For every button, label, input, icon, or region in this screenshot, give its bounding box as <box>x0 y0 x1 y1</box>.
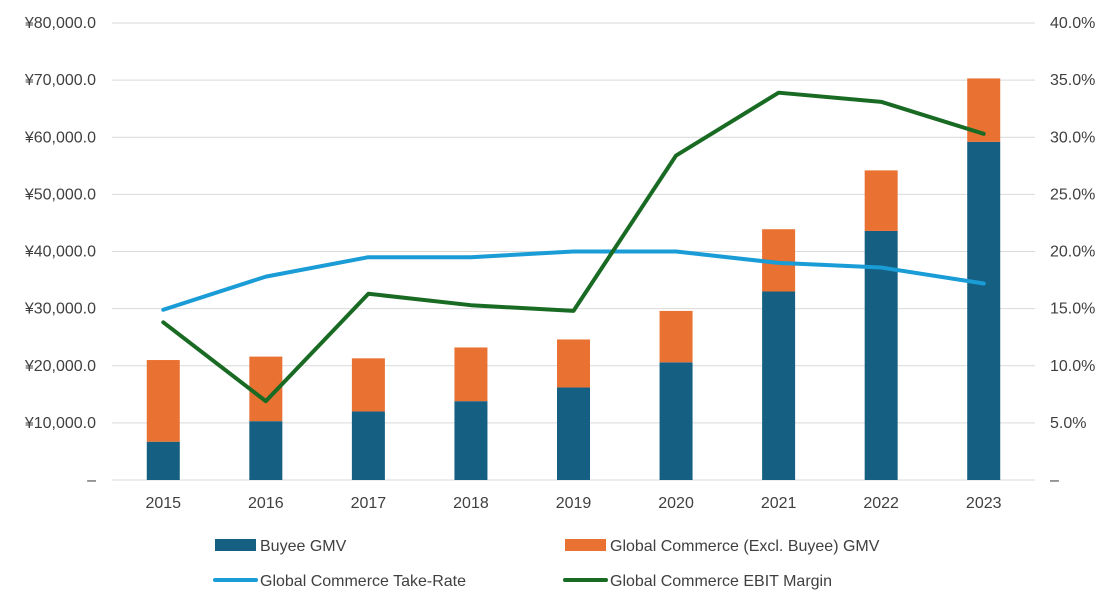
left-tick-label: ¥60,000.0 <box>24 129 96 146</box>
legend-swatch <box>565 539 606 551</box>
bar-buyee-gmv-2019 <box>557 387 590 480</box>
bar-buyee-gmv-2020 <box>659 362 693 480</box>
x-tick-label: 2017 <box>351 495 387 512</box>
bar-buyee-gmv-2022 <box>864 230 898 480</box>
x-tick-label: 2021 <box>761 495 797 512</box>
right-axis-tick-labels: – 5.0% 10.0% 15.0% 20.0% 25.0% 30.0% 35.0% 40.0% <box>1050 15 1095 489</box>
right-tick-label: 35.0% <box>1050 72 1095 89</box>
right-tick-label: 25.0% <box>1050 186 1095 203</box>
x-tick-label: 2015 <box>145 495 181 512</box>
bar-buyee-gmv-2017 <box>351 411 385 480</box>
x-axis-tick-labels: 2015 2016 2017 2018 2019 2020 2021 2022 2023 <box>145 495 1001 512</box>
right-tick-label: 10.0% <box>1050 358 1095 375</box>
bar-buyee-gmv-2016 <box>249 421 283 480</box>
x-tick-label: 2022 <box>863 495 899 512</box>
left-axis-tick-labels: – ¥10,000.0 ¥20,000.0 ¥30,000.0 ¥40,000.0 ¥50… <box>24 15 96 489</box>
right-tick-label: 20.0% <box>1050 244 1095 261</box>
bar-buyee-gmv-2023 <box>967 141 1001 480</box>
x-tick-label: 2018 <box>453 495 489 512</box>
left-tick-label: ¥50,000.0 <box>24 186 96 203</box>
x-tick-label: 2020 <box>658 495 694 512</box>
left-tick-label: – <box>87 472 96 489</box>
bar-global-commerce-excl-buyee-gmv-2019 <box>557 339 590 388</box>
x-tick-label: 2023 <box>966 495 1002 512</box>
right-tick-label: 15.0% <box>1050 301 1095 318</box>
right-tick-label: – <box>1050 472 1059 489</box>
right-tick-label: 5.0% <box>1050 415 1086 432</box>
line-global-commerce-take-rate <box>161 249 986 312</box>
legend-label: Global Commerce Take-Rate <box>260 573 466 590</box>
right-tick-label: 40.0% <box>1050 15 1095 32</box>
bar-global-commerce-excl-buyee-gmv-2017 <box>351 358 385 412</box>
left-tick-label: ¥40,000.0 <box>24 244 96 261</box>
legend-label: Global Commerce (Excl. Buyee) GMV <box>610 538 880 555</box>
bar-buyee-gmv-2021 <box>762 291 796 480</box>
x-tick-label: 2019 <box>556 495 592 512</box>
bar-global-commerce-excl-buyee-gmv-2018 <box>454 347 488 402</box>
legend-label: Global Commerce EBIT Margin <box>610 573 832 590</box>
line-global-commerce-ebit-margin <box>161 90 986 404</box>
legend: Buyee GMV Global Commerce (Excl. Buyee) G… <box>213 538 880 590</box>
left-tick-label: ¥20,000.0 <box>24 358 96 375</box>
bar-global-commerce-excl-buyee-gmv-2015 <box>146 360 180 442</box>
legend-label: Buyee GMV <box>260 538 347 555</box>
x-tick-label: 2016 <box>248 495 284 512</box>
bar-buyee-gmv-2015 <box>146 441 180 480</box>
lines <box>161 90 986 404</box>
legend-swatch <box>215 539 256 551</box>
bars <box>146 78 1001 480</box>
left-tick-label: ¥70,000.0 <box>24 72 96 89</box>
left-tick-label: ¥30,000.0 <box>24 301 96 318</box>
bar-global-commerce-excl-buyee-gmv-2022 <box>864 170 898 231</box>
right-tick-label: 30.0% <box>1050 129 1095 146</box>
left-tick-label: ¥80,000.0 <box>24 15 96 32</box>
bar-buyee-gmv-2018 <box>454 401 488 480</box>
bar-global-commerce-excl-buyee-gmv-2020 <box>659 310 693 363</box>
left-tick-label: ¥10,000.0 <box>24 415 96 432</box>
